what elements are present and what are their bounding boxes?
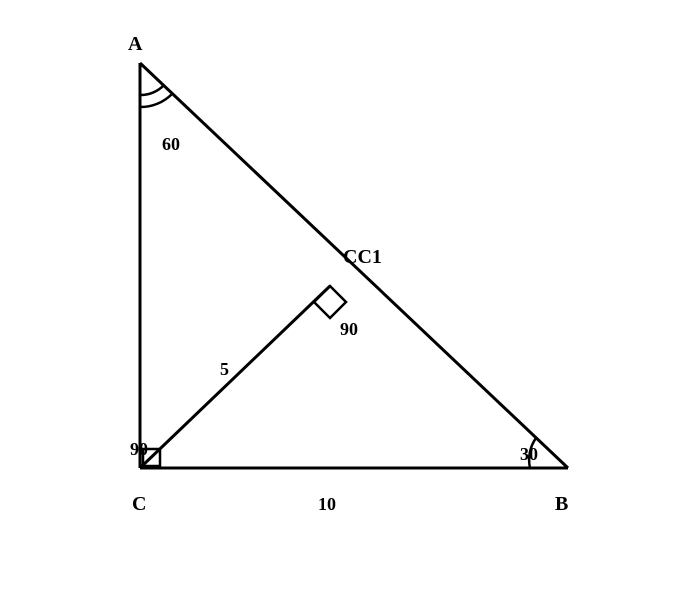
value-side-10: 10 <box>318 494 336 514</box>
label-b: B <box>555 493 568 515</box>
angle-a-arc1 <box>140 85 164 95</box>
label-a: A <box>128 33 143 55</box>
value-angle-c: 90 <box>130 439 148 459</box>
value-angle-b: 30 <box>520 444 538 464</box>
value-angle-a: 60 <box>162 134 180 154</box>
edge-ccc1 <box>140 286 330 468</box>
value-side-5: 5 <box>220 359 229 379</box>
label-cc1: CC1 <box>343 246 382 268</box>
value-angle-cc1: 90 <box>340 319 358 339</box>
angle-cc1-square <box>314 286 346 318</box>
label-c: C <box>132 493 146 515</box>
